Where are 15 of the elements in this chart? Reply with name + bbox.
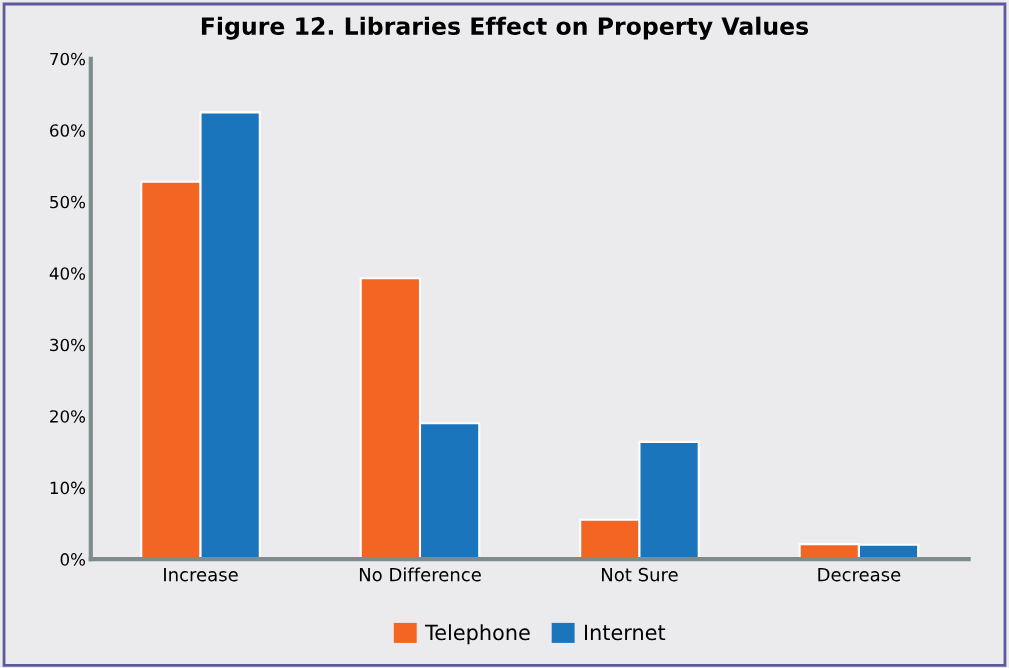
x-tick-label: Decrease: [818, 568, 901, 582]
y-tick-label: 40%: [49, 267, 86, 280]
chart-title: Figure 12. Libraries Effect on Property Values: [201, 16, 809, 40]
x-tick-label: No Difference: [359, 567, 481, 582]
y-tick-label: 70%: [50, 52, 86, 66]
legend-label: Telephone: [424, 624, 530, 645]
y-tick-label: 0%: [60, 553, 86, 566]
legend-label: Internet: [584, 624, 666, 641]
y-tick-label: 30%: [50, 338, 86, 352]
y-tick-label: 60%: [50, 124, 86, 137]
x-tick-label: Increase: [164, 568, 238, 582]
x-tick-label: Not Sure: [602, 567, 678, 582]
y-tick-label: 50%: [50, 195, 86, 209]
y-tick-label: 10%: [50, 481, 86, 495]
y-tick-label: 20%: [50, 410, 86, 423]
